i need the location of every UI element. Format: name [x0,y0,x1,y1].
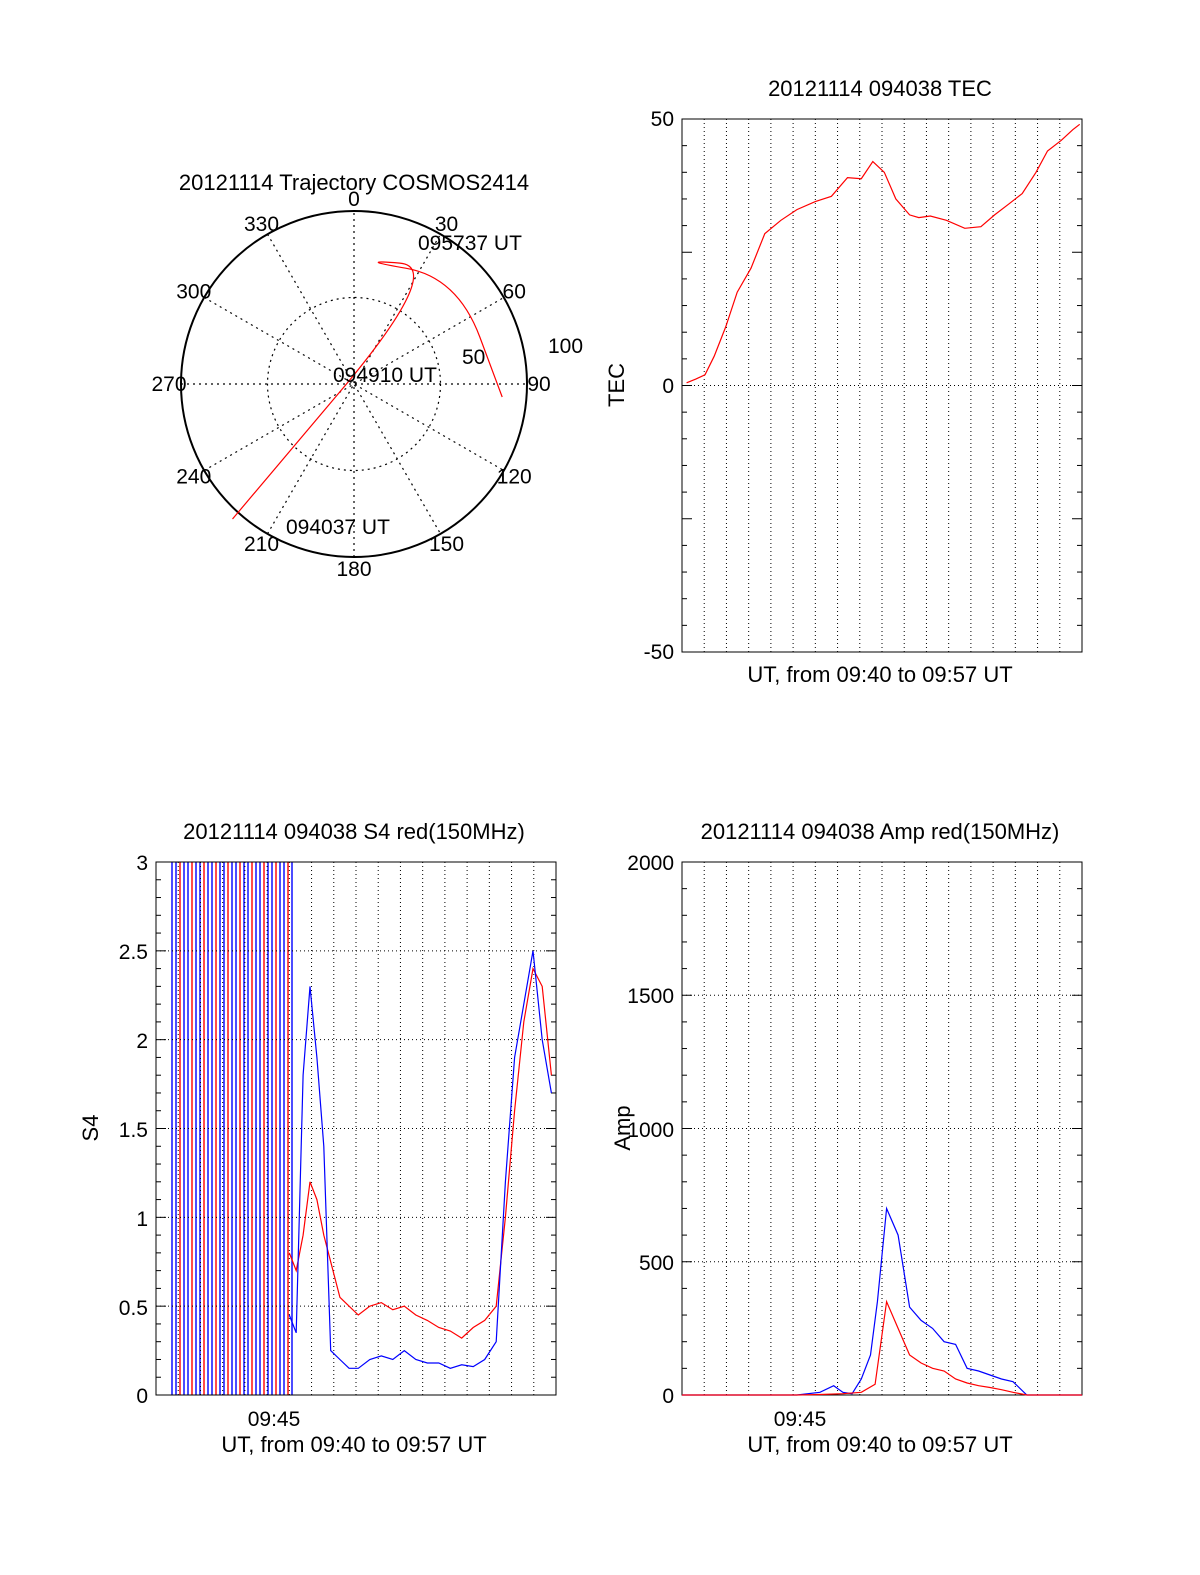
polar-radial-label-100: 100 [548,335,583,358]
s4-ytick-0-5: 0.5 [119,1297,148,1320]
s4-xtick-0945: 09:45 [248,1408,301,1431]
polar-angle-labels: 0 30 60 90 120 150 180 210 240 270 300 330 [151,188,550,581]
polar-angle-label: 240 [176,466,211,489]
s4-ytick-1: 1 [136,1208,148,1231]
s4-grid [156,862,556,1395]
polar-radial-label-50: 50 [462,346,485,369]
tec-series-line [686,123,1081,384]
s4-y-ticks [156,861,556,1396]
tec-title: 20121114 094038 TEC [768,76,992,101]
amp-blue-series-line [682,1206,1082,1396]
tec-grid [682,119,1082,652]
amp-ytick-0: 0 [662,1385,674,1408]
polar-angle-label: 180 [336,558,371,581]
amp-ytick-2000: 2000 [627,852,674,875]
polar-trajectory-chart: 20121114 Trajectory COSMOS2414 0 30 60 90 12… [151,170,583,581]
amp-ytick-1000: 1000 [627,1119,674,1142]
amp-xtick-0945: 09:45 [774,1408,827,1431]
trajectory-series-line [232,261,503,520]
polar-angle-label: 150 [429,533,464,556]
tec-ytick-50: 50 [651,108,674,131]
s4-ytick-3: 3 [136,852,148,875]
amp-grid [682,862,1082,1395]
amp-chart: 20121114 094038 Amp red(150MHz) 0 500 10… [610,819,1083,1457]
s4-chart: 20121114 094038 S4 red(150MHz) 0 0.5 1 1… [78,819,557,1457]
tec-chart: 20121114 094038 TEC 50 0 -50 TEC UT, fro… [604,76,1083,687]
polar-angle-label: 300 [176,281,211,304]
amp-y-ticks [682,861,1082,1396]
annotation-mid-time: 094910 UT [333,364,437,387]
tec-y-ticks [682,118,1082,653]
polar-grid [180,210,528,558]
s4-xlabel: UT, from 09:40 to 09:57 UT [221,1432,486,1457]
polar-spoke [203,296,505,472]
polar-angle-label: 60 [503,281,526,304]
amp-red-series-line [682,1299,1082,1396]
polar-spoke [266,233,442,535]
amp-ytick-1500: 1500 [627,985,674,1008]
s4-ylabel: S4 [78,1115,103,1142]
tec-xlabel: UT, from 09:40 to 09:57 UT [747,662,1012,687]
s4-title: 20121114 094038 S4 red(150MHz) [183,819,525,844]
polar-title: 20121114 Trajectory COSMOS2414 [179,170,529,195]
polar-angle-label: 0 [348,188,360,211]
amp-title: 20121114 094038 Amp red(150MHz) [701,819,1060,844]
polar-angle-label: 30 [435,213,458,236]
s4-ytick-2-5: 2.5 [119,941,148,964]
s4-red-series-line [288,966,552,1339]
tec-ylabel: TEC [604,363,629,407]
polar-angle-label: 210 [244,533,279,556]
s4-ytick-0: 0 [136,1385,148,1408]
polar-angle-label: 270 [151,373,186,396]
polar-angle-label: 330 [244,213,279,236]
annotation-start-time: 094037 UT [286,516,390,539]
polar-spoke [203,296,505,472]
amp-ylabel: Amp [610,1105,635,1150]
polar-angle-label: 90 [527,373,550,396]
s4-blue-series-line [288,950,552,1369]
polar-spoke [266,233,442,535]
amp-ytick-500: 500 [639,1252,674,1275]
s4-ytick-2: 2 [136,1030,148,1053]
tec-ytick-minus-50: -50 [644,641,674,664]
annotation-end-time: 095737 UT [418,232,522,255]
tec-ytick-0: 0 [662,375,674,398]
amp-xlabel: UT, from 09:40 to 09:57 UT [747,1432,1012,1457]
s4-ytick-1-5: 1.5 [119,1119,148,1142]
polar-angle-label: 120 [497,466,532,489]
